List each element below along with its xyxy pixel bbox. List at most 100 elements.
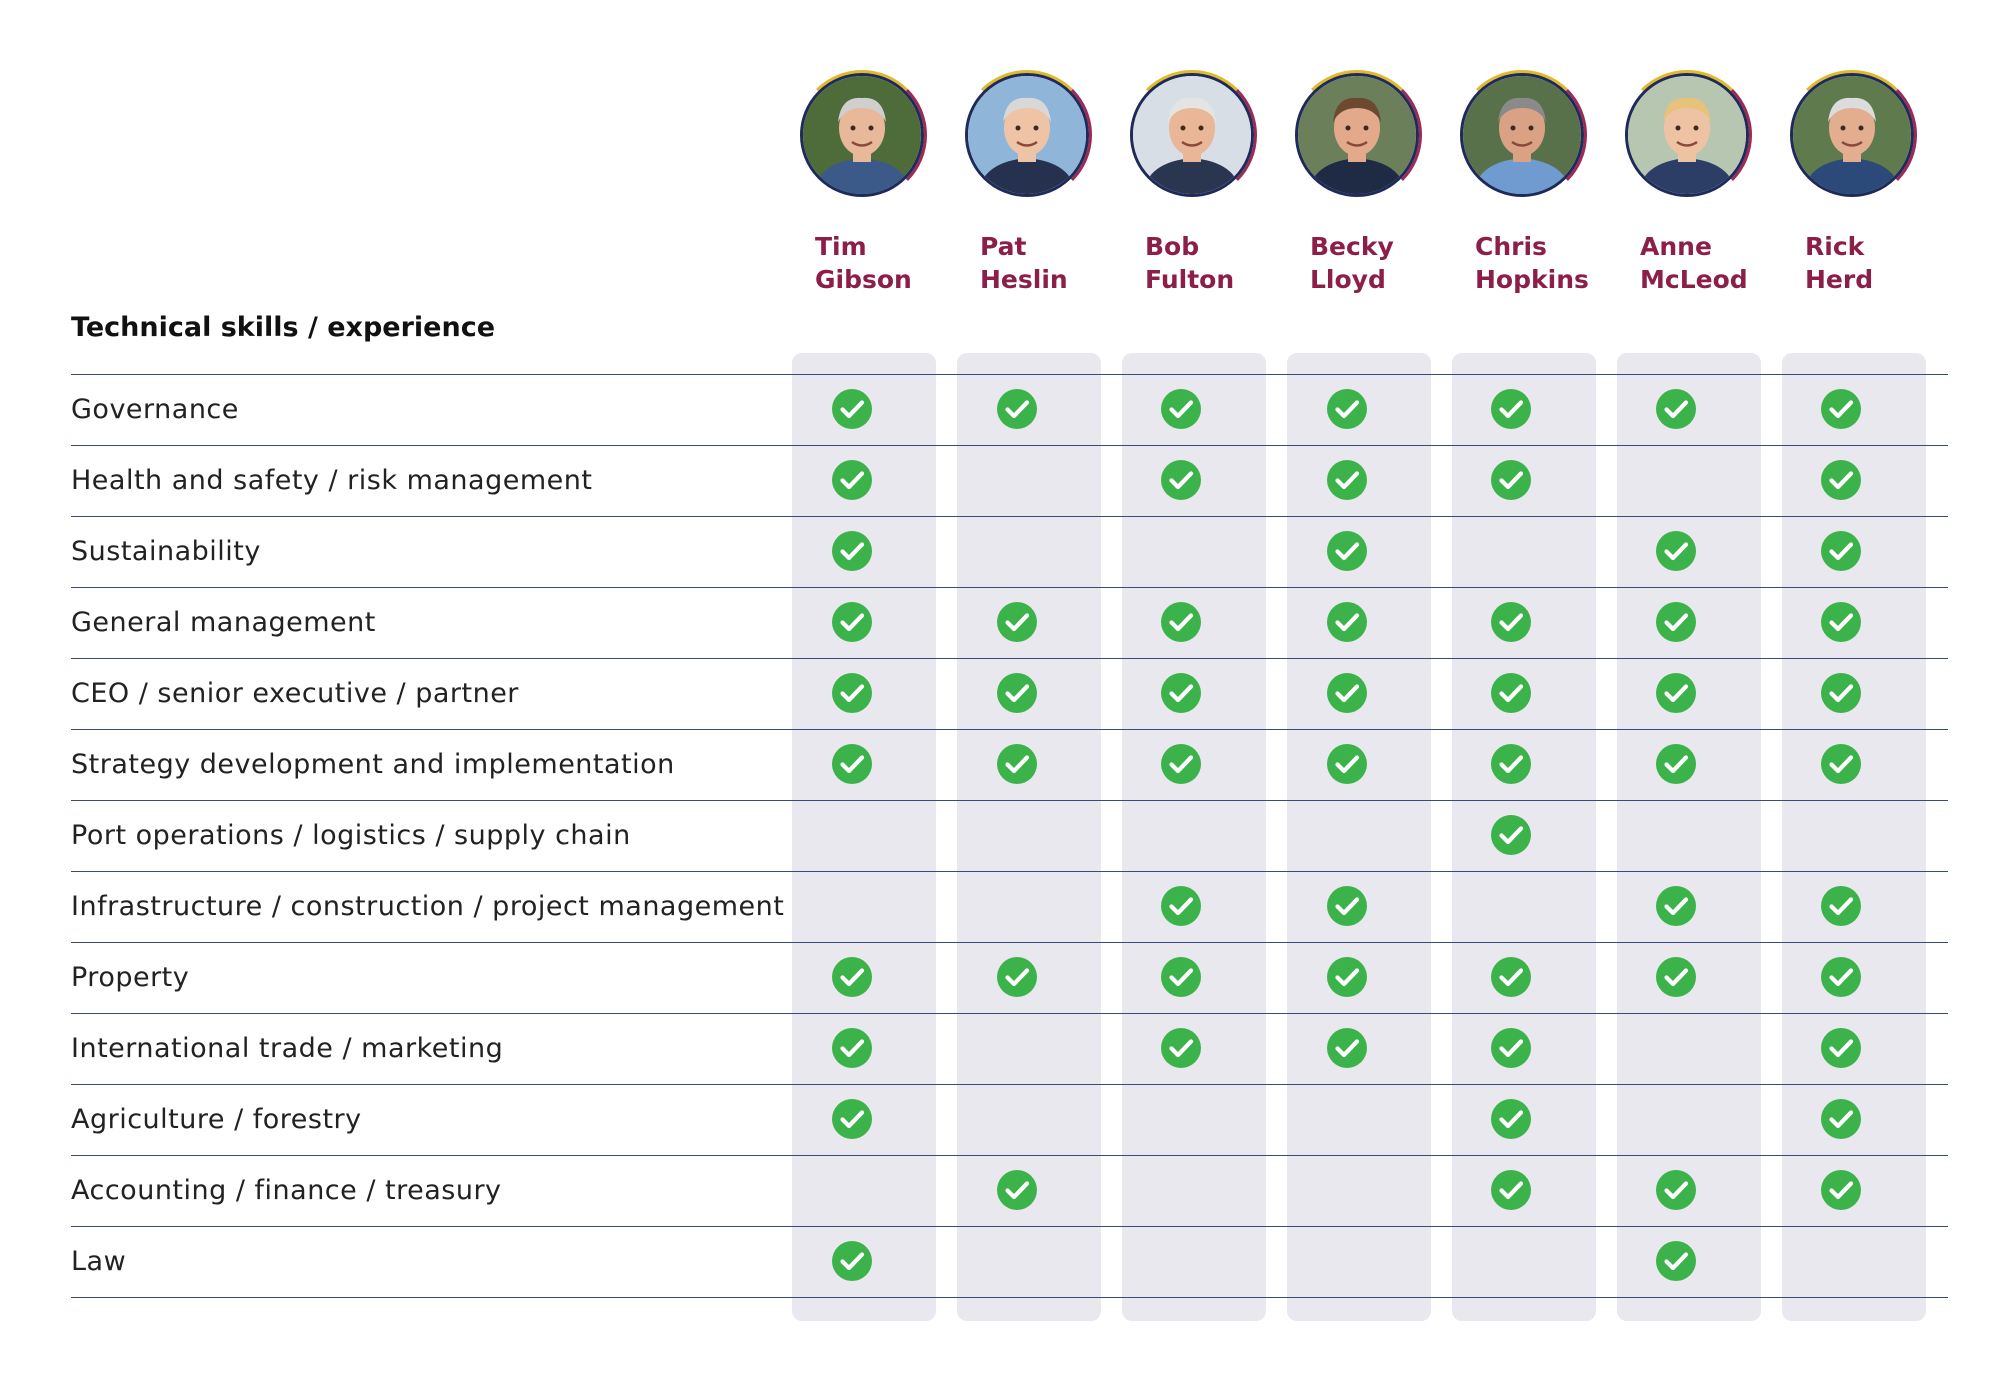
check-icon xyxy=(996,743,1038,785)
check-icon xyxy=(996,956,1038,998)
member-first-name: Tim xyxy=(815,232,867,261)
avatar xyxy=(1295,73,1419,197)
avatar-ring xyxy=(1457,70,1587,200)
check-icon xyxy=(1655,743,1697,785)
member-name: Becky Lloyd xyxy=(1310,230,1460,296)
member-name: Tim Gibson xyxy=(815,230,965,296)
check-icon xyxy=(1820,388,1862,430)
check-icon xyxy=(1160,1027,1202,1069)
avatar xyxy=(800,73,924,197)
member-last-name: Hopkins xyxy=(1475,265,1589,294)
column-background xyxy=(1287,353,1431,1321)
check-icon xyxy=(1655,388,1697,430)
row-divider xyxy=(71,871,1948,872)
check-icon xyxy=(1820,1098,1862,1140)
member-last-name: Herd xyxy=(1805,265,1874,294)
check-icon xyxy=(1820,672,1862,714)
row-divider xyxy=(71,1226,1948,1227)
row-divider xyxy=(71,516,1948,517)
check-icon xyxy=(831,1240,873,1282)
check-icon xyxy=(1326,956,1368,998)
skill-label: Governance xyxy=(71,394,239,425)
row-divider xyxy=(71,800,1948,801)
skill-label: Port operations / logistics / supply cha… xyxy=(71,820,631,851)
check-icon xyxy=(996,388,1038,430)
member-last-name: Fulton xyxy=(1145,265,1235,294)
skill-label: Infrastructure / construction / project … xyxy=(71,891,785,922)
skill-label: Strategy development and implementation xyxy=(71,749,675,780)
check-icon xyxy=(1655,601,1697,643)
member-name: Bob Fulton xyxy=(1145,230,1295,296)
member-first-name: Rick xyxy=(1805,232,1865,261)
avatar xyxy=(1130,73,1254,197)
check-icon xyxy=(1655,672,1697,714)
member-first-name: Pat xyxy=(980,232,1027,261)
check-icon xyxy=(1655,1240,1697,1282)
row-divider xyxy=(71,1084,1948,1085)
avatar-ring xyxy=(962,70,1092,200)
member-last-name: Heslin xyxy=(980,265,1068,294)
check-icon xyxy=(1160,388,1202,430)
check-icon xyxy=(1655,530,1697,572)
section-title: Technical skills / experience xyxy=(71,312,496,343)
check-icon xyxy=(1490,1098,1532,1140)
skill-label: Sustainability xyxy=(71,536,261,567)
check-icon xyxy=(831,672,873,714)
check-icon xyxy=(1326,1027,1368,1069)
check-icon xyxy=(831,1098,873,1140)
skill-label: CEO / senior executive / partner xyxy=(71,678,519,709)
check-icon xyxy=(1490,388,1532,430)
skill-label: Health and safety / risk management xyxy=(71,465,593,496)
member-first-name: Anne xyxy=(1640,232,1712,261)
check-icon xyxy=(1490,743,1532,785)
avatar-ring xyxy=(797,70,927,200)
check-icon xyxy=(1655,1169,1697,1211)
check-icon xyxy=(831,388,873,430)
check-icon xyxy=(1326,885,1368,927)
row-divider xyxy=(71,729,1948,730)
check-icon xyxy=(1820,459,1862,501)
check-icon xyxy=(1326,672,1368,714)
check-icon xyxy=(1160,956,1202,998)
check-icon xyxy=(1820,885,1862,927)
check-icon xyxy=(996,1169,1038,1211)
check-icon xyxy=(1820,956,1862,998)
skill-label: International trade / marketing xyxy=(71,1033,504,1064)
member-first-name: Bob xyxy=(1145,232,1200,261)
row-divider xyxy=(71,658,1948,659)
check-icon xyxy=(1490,956,1532,998)
check-icon xyxy=(1160,459,1202,501)
check-icon xyxy=(996,672,1038,714)
check-icon xyxy=(831,1027,873,1069)
check-icon xyxy=(1490,1169,1532,1211)
row-divider xyxy=(71,587,1948,588)
avatar xyxy=(1790,73,1914,197)
skill-label: Agriculture / forestry xyxy=(71,1104,362,1135)
check-icon xyxy=(1655,885,1697,927)
member-last-name: Gibson xyxy=(815,265,912,294)
row-divider xyxy=(71,1013,1948,1014)
column-background xyxy=(792,353,936,1321)
check-icon xyxy=(1820,1169,1862,1211)
member-name: Pat Heslin xyxy=(980,230,1130,296)
check-icon xyxy=(1160,743,1202,785)
member-last-name: McLeod xyxy=(1640,265,1748,294)
row-divider xyxy=(71,445,1948,446)
column-background xyxy=(957,353,1101,1321)
avatar xyxy=(1460,73,1584,197)
skill-label: Accounting / finance / treasury xyxy=(71,1175,502,1206)
row-divider xyxy=(71,374,1948,375)
check-icon xyxy=(1160,885,1202,927)
skill-label: General management xyxy=(71,607,376,638)
check-icon xyxy=(1490,601,1532,643)
check-icon xyxy=(1490,1027,1532,1069)
avatar xyxy=(965,73,1089,197)
member-last-name: Lloyd xyxy=(1310,265,1386,294)
check-icon xyxy=(1490,672,1532,714)
column-background xyxy=(1122,353,1266,1321)
row-divider xyxy=(71,1155,1948,1156)
avatar-ring xyxy=(1787,70,1917,200)
check-icon xyxy=(831,601,873,643)
member-name: Anne McLeod xyxy=(1640,230,1790,296)
check-icon xyxy=(1160,672,1202,714)
